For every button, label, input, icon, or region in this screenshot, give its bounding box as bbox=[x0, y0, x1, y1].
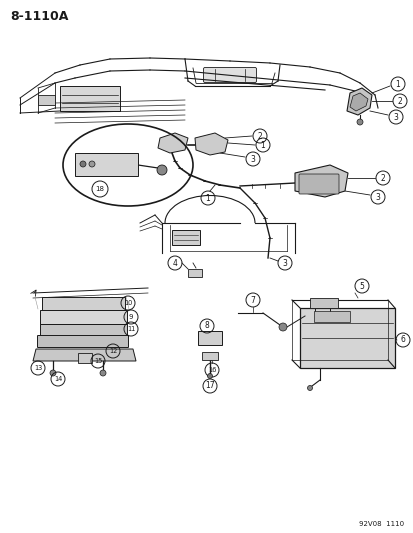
FancyBboxPatch shape bbox=[38, 335, 128, 348]
FancyBboxPatch shape bbox=[187, 269, 202, 277]
Text: 5: 5 bbox=[359, 281, 363, 290]
FancyBboxPatch shape bbox=[201, 352, 218, 360]
Polygon shape bbox=[294, 165, 347, 197]
Text: 4: 4 bbox=[172, 259, 177, 268]
Circle shape bbox=[207, 374, 212, 378]
Text: 8-1110A: 8-1110A bbox=[10, 10, 68, 23]
Circle shape bbox=[80, 161, 86, 167]
Text: 11: 11 bbox=[126, 326, 135, 332]
Circle shape bbox=[50, 370, 56, 376]
Text: 16: 16 bbox=[207, 367, 216, 373]
Text: 18: 18 bbox=[95, 186, 104, 192]
Polygon shape bbox=[346, 88, 371, 115]
FancyBboxPatch shape bbox=[40, 310, 127, 324]
Circle shape bbox=[278, 323, 286, 331]
Text: 6: 6 bbox=[400, 335, 404, 344]
FancyBboxPatch shape bbox=[298, 174, 338, 194]
Polygon shape bbox=[349, 93, 367, 111]
Text: 3: 3 bbox=[393, 112, 397, 122]
FancyBboxPatch shape bbox=[75, 152, 138, 175]
FancyBboxPatch shape bbox=[203, 68, 256, 83]
Text: 17: 17 bbox=[205, 382, 214, 391]
Circle shape bbox=[100, 370, 106, 376]
FancyBboxPatch shape bbox=[197, 330, 222, 345]
Text: 2: 2 bbox=[396, 96, 401, 106]
Circle shape bbox=[356, 119, 362, 125]
Polygon shape bbox=[195, 133, 228, 155]
Text: 2: 2 bbox=[257, 132, 262, 141]
FancyBboxPatch shape bbox=[314, 311, 350, 321]
FancyBboxPatch shape bbox=[309, 298, 337, 308]
Text: 10: 10 bbox=[123, 300, 132, 306]
Text: 3: 3 bbox=[250, 155, 255, 164]
Text: 15: 15 bbox=[94, 358, 102, 364]
Text: 1: 1 bbox=[260, 141, 265, 149]
FancyBboxPatch shape bbox=[78, 353, 92, 364]
Circle shape bbox=[157, 165, 166, 175]
Text: 3: 3 bbox=[375, 192, 380, 201]
Text: 2: 2 bbox=[380, 174, 385, 182]
Text: 12: 12 bbox=[109, 348, 117, 354]
Text: 3: 3 bbox=[282, 259, 287, 268]
FancyBboxPatch shape bbox=[40, 324, 127, 335]
FancyBboxPatch shape bbox=[38, 95, 55, 105]
Circle shape bbox=[307, 385, 312, 391]
FancyBboxPatch shape bbox=[171, 230, 199, 245]
Text: 14: 14 bbox=[54, 376, 62, 382]
Polygon shape bbox=[33, 349, 136, 361]
Text: 92V08  1110: 92V08 1110 bbox=[358, 521, 403, 527]
Text: 8: 8 bbox=[204, 321, 209, 330]
Text: 9: 9 bbox=[128, 314, 133, 320]
Circle shape bbox=[89, 161, 95, 167]
Polygon shape bbox=[158, 133, 188, 153]
Text: 13: 13 bbox=[34, 365, 42, 371]
Text: 1: 1 bbox=[395, 79, 399, 88]
Polygon shape bbox=[299, 308, 394, 368]
FancyBboxPatch shape bbox=[60, 86, 120, 111]
Text: 7: 7 bbox=[250, 295, 255, 304]
FancyBboxPatch shape bbox=[43, 296, 125, 310]
Text: 1: 1 bbox=[205, 193, 210, 203]
